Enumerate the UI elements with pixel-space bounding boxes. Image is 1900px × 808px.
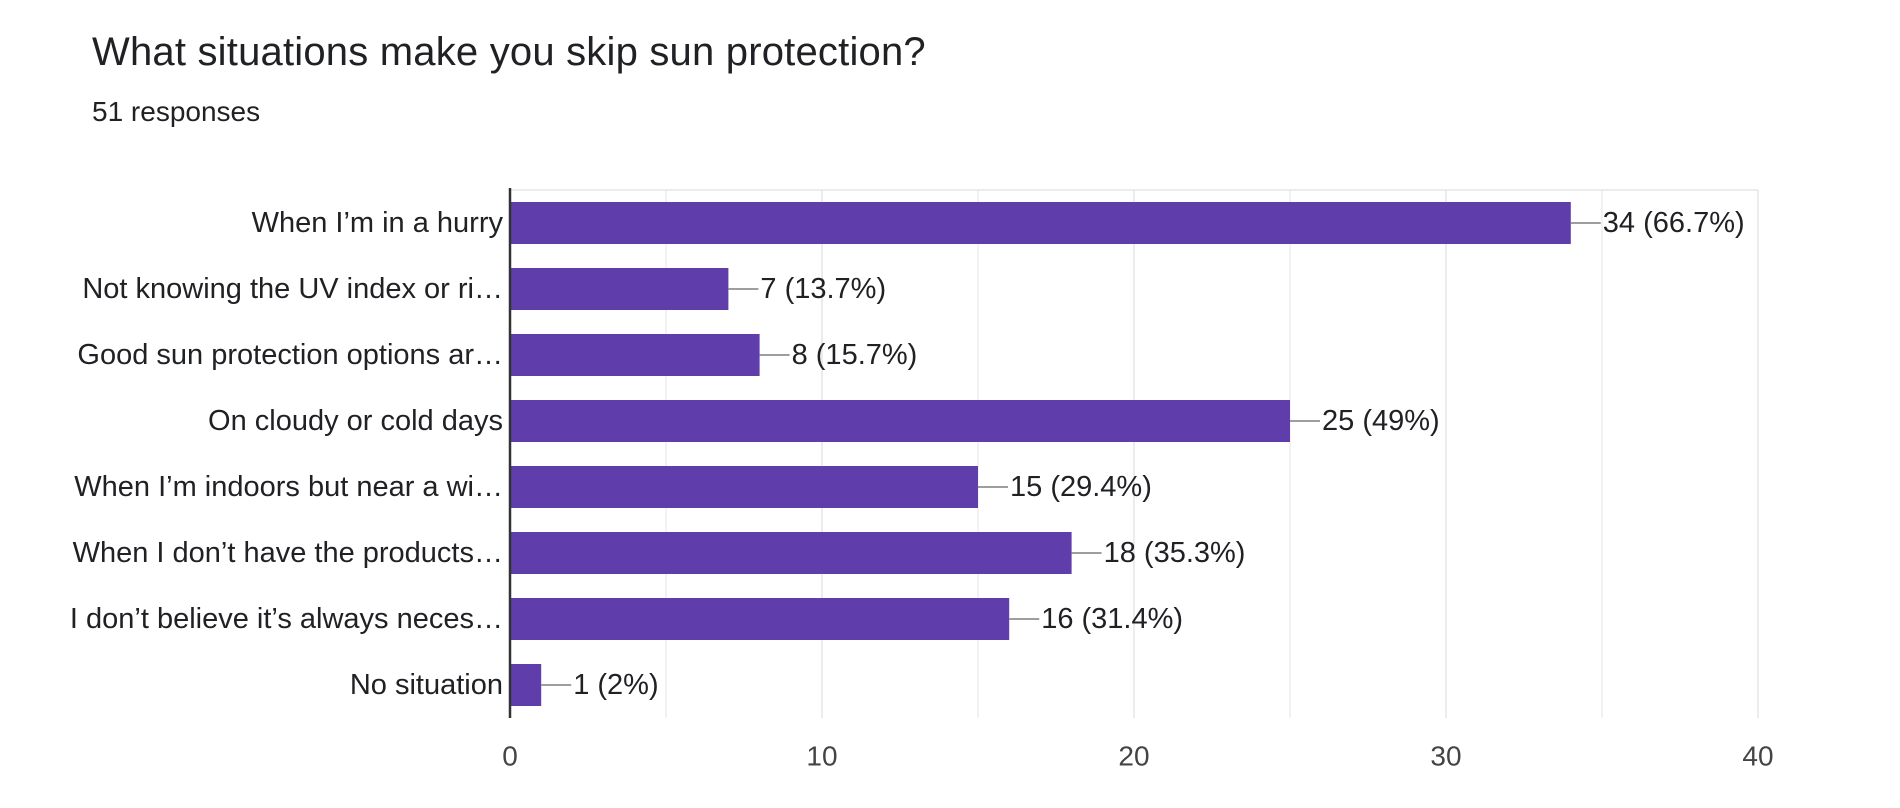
category-label: On cloudy or cold days	[208, 405, 503, 437]
category-label: I don’t believe it’s always neces…	[70, 603, 503, 635]
x-tick-label: 0	[502, 741, 518, 772]
axes: 0 10 20 30 40	[502, 188, 1774, 772]
bar-1	[510, 202, 1571, 244]
category-label: When I don’t have the products…	[73, 537, 503, 569]
value-label: 18 (35.3%)	[1104, 537, 1246, 569]
response-count: 51 responses	[92, 96, 261, 127]
value-label: 16 (31.4%)	[1041, 603, 1183, 635]
chart-title: What situations make you skip sun protec…	[92, 30, 926, 74]
bars: 34 (66.7%) When I’m in a hurry 7 (13.7%) No…	[70, 202, 1745, 706]
value-label: 25 (49%)	[1322, 405, 1440, 437]
category-label: Not knowing the UV index or ri…	[82, 273, 503, 305]
bar-2	[510, 268, 729, 310]
bar-3	[510, 334, 760, 376]
value-label: 15 (29.4%)	[1010, 471, 1152, 503]
bar-5	[510, 466, 978, 508]
x-tick-label: 20	[1118, 741, 1149, 772]
category-label: When I’m indoors but near a wi…	[74, 471, 503, 503]
x-tick-label: 30	[1430, 741, 1461, 772]
bar-7	[510, 598, 1010, 640]
x-tick-label: 10	[806, 741, 837, 772]
x-tick-label: 40	[1742, 741, 1773, 772]
value-label: 1 (2%)	[573, 669, 658, 701]
gridlines	[510, 189, 1759, 718]
value-label: 8 (15.7%)	[792, 339, 918, 371]
category-label: Good sun protection options ar…	[77, 339, 503, 371]
value-label: 7 (13.7%)	[760, 273, 886, 305]
category-label: No situation	[350, 669, 503, 701]
bar-4	[510, 400, 1290, 442]
category-label: When I’m in a hurry	[252, 207, 504, 239]
value-label: 34 (66.7%)	[1603, 207, 1745, 239]
bar-8	[510, 664, 542, 706]
bar-6	[510, 532, 1072, 574]
